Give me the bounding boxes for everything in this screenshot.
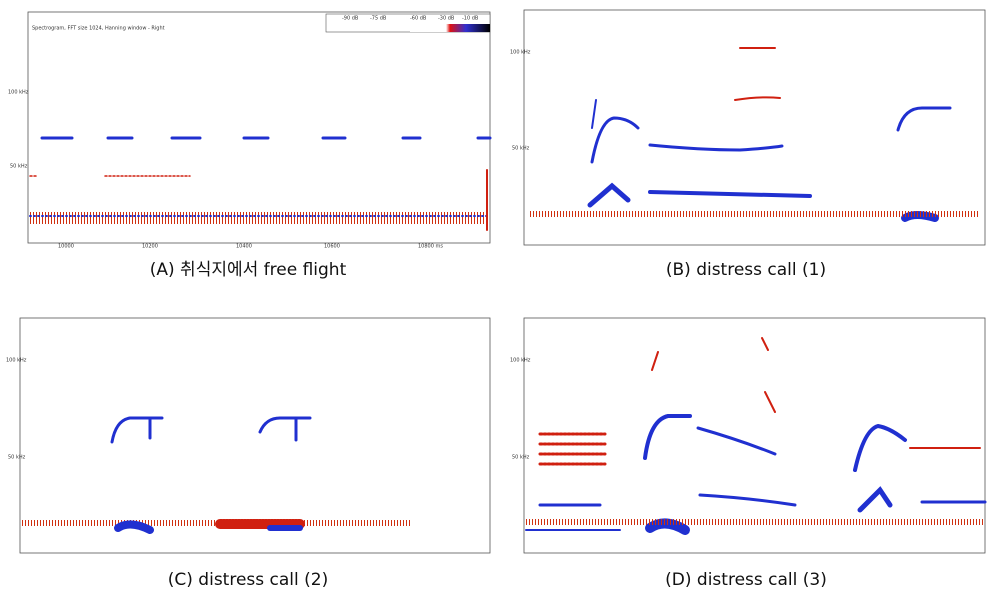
legend-label: -60 dB bbox=[410, 16, 427, 22]
spectrogram-frame bbox=[19, 317, 491, 554]
y-axis-label: 100 kHz bbox=[6, 358, 27, 364]
panel-c: 100 kHz 50 kHz (C) distress call (2) bbox=[6, 317, 491, 590]
x-axis-label: 10600 bbox=[324, 244, 340, 250]
y-axis-label: 50 kHz bbox=[10, 164, 28, 170]
panel-b: 100 kHz 50 kHz (B) distress call (1) bbox=[510, 9, 986, 280]
x-axis-label: 10000 bbox=[58, 244, 74, 250]
y-axis-label: 100 kHz bbox=[8, 90, 29, 96]
spectrogram-frame bbox=[27, 11, 491, 244]
spectrogram-pattern bbox=[530, 47, 980, 222]
caption: (D) distress call (3) bbox=[665, 570, 827, 590]
legend-label: -90 dB bbox=[342, 16, 359, 22]
legend-label: -30 dB bbox=[438, 16, 455, 22]
y-axis-label: 100 kHz bbox=[510, 358, 531, 364]
caption: (A) 취식지에서 free flight bbox=[150, 260, 347, 280]
color-legend-bar bbox=[410, 24, 490, 32]
y-axis-label: 50 kHz bbox=[512, 146, 530, 152]
y-axis-label: 50 kHz bbox=[512, 455, 530, 461]
y-axis-label: 100 kHz bbox=[510, 50, 531, 56]
x-axis-label: 10200 bbox=[142, 244, 158, 250]
y-axis-label: 50 kHz bbox=[8, 455, 26, 461]
caption: (B) distress call (1) bbox=[666, 260, 826, 280]
spectrogram-pattern bbox=[525, 337, 987, 535]
legend-label: -10 dB bbox=[462, 16, 479, 22]
spectrogram-pattern bbox=[22, 416, 410, 534]
caption: (C) distress call (2) bbox=[168, 570, 328, 590]
spectrogram-pattern bbox=[29, 136, 492, 231]
spectrogram-title: Spectrogram, FFT size 1024, Hanning wind… bbox=[32, 26, 165, 32]
x-axis-label: 10800 ms bbox=[418, 244, 443, 250]
panel-a: Spectrogram, FFT size 1024, Hanning wind… bbox=[8, 11, 492, 280]
x-axis-label: 10400 bbox=[236, 244, 252, 250]
legend-label: -75 dB bbox=[370, 16, 387, 22]
panel-d: 100 kHz 50 kHz (D) distress call (3) bbox=[510, 317, 987, 590]
spectrogram-frame bbox=[523, 9, 986, 246]
